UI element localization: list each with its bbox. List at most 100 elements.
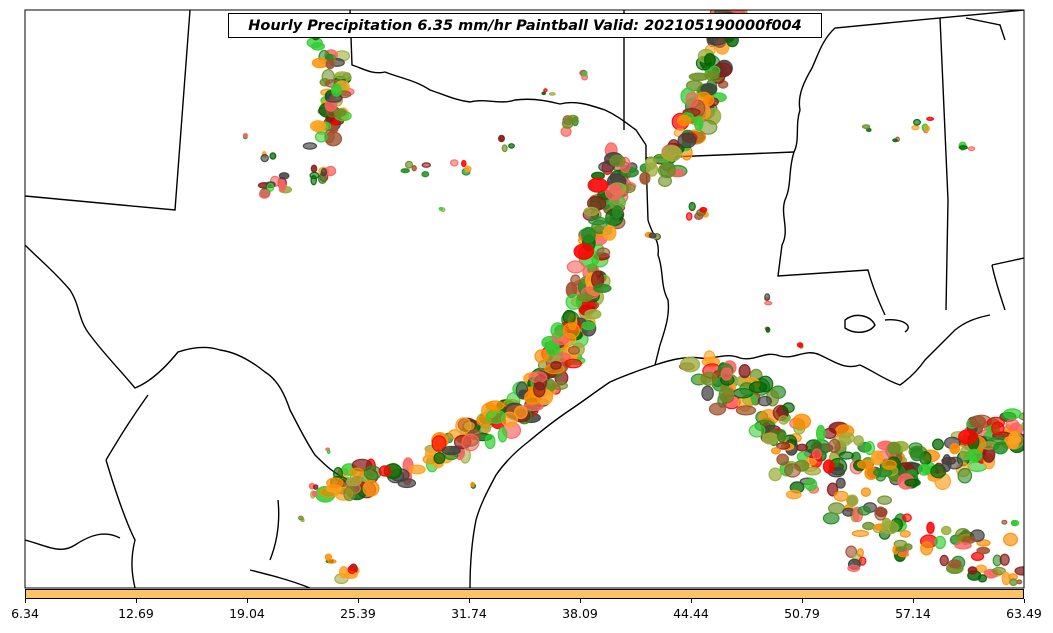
paintball-blob [815, 424, 826, 442]
paintball-blob [1022, 436, 1024, 447]
paintball-blob [314, 131, 328, 143]
paintball-blob [701, 385, 714, 401]
paintball-blob [895, 546, 908, 552]
colorbar-tick-label: 63.49 [1006, 606, 1042, 621]
paintball-blob [764, 293, 771, 301]
paintball-blob [835, 477, 846, 489]
paintball-blob [941, 454, 952, 473]
paintball-blob [343, 486, 356, 502]
paintball-blob [838, 432, 855, 444]
paintball-blob [748, 381, 768, 394]
paintball-blob [776, 442, 791, 450]
paintball-blob [311, 490, 318, 498]
paintball-blob [693, 115, 704, 132]
paintball-blob [258, 189, 271, 199]
paintball-blob [582, 71, 588, 77]
paintball-blob [822, 459, 835, 474]
paintball-blob [812, 448, 822, 460]
colorbar-tick-label: 19.04 [229, 606, 265, 621]
paintball-blob [566, 260, 585, 274]
colorbar-tick [135, 599, 137, 603]
paintball-blob [269, 152, 277, 160]
paintball-blob [1003, 408, 1022, 420]
paintball-blob [562, 322, 581, 339]
colorbar-tick [24, 599, 26, 603]
paintball-blob [685, 91, 699, 107]
precipitation-paintball-blobs [242, 10, 1024, 587]
paintball-blob [965, 448, 983, 462]
paintball-blob [541, 91, 547, 96]
paintball-blob [708, 402, 727, 416]
paintball-blob [573, 243, 595, 260]
paintball-blob [596, 247, 611, 258]
paintball-blob [718, 387, 735, 403]
paintball-blob [609, 154, 626, 167]
paintball-blob [957, 467, 973, 484]
paintball-blob [917, 463, 931, 476]
paintball-blob [320, 167, 328, 177]
paintball-blob [765, 326, 771, 333]
paintball-blob [857, 505, 871, 516]
paintball-blob [976, 546, 991, 555]
colorbar-tick [912, 599, 914, 603]
paintball-blob [947, 559, 962, 569]
paintball-blob [528, 371, 548, 384]
paintball-blob [904, 478, 921, 487]
paintball-blob [534, 349, 549, 364]
paintball-blob [827, 502, 845, 515]
paintball-blob [700, 371, 718, 386]
colorbar-tick [801, 599, 803, 603]
paintball-blob [550, 361, 562, 370]
paintball-blob [842, 507, 855, 517]
paintball-blob [711, 10, 720, 11]
paintball-blob [926, 521, 935, 535]
colorbar-tick-label: 50.79 [784, 606, 820, 621]
paintball-blob [312, 59, 326, 68]
paintball-blob [1001, 519, 1008, 525]
paintball-blob [421, 170, 430, 178]
paintball-blob [1005, 418, 1020, 431]
paintball-blob [331, 83, 343, 97]
colorbar [25, 589, 1024, 599]
paintball-blob [567, 114, 579, 124]
paintball-blob [685, 212, 693, 221]
paintball-blob [648, 232, 657, 239]
paintball-blob [438, 206, 443, 211]
paintball-blob [1014, 566, 1024, 576]
colorbar-tick-label: 25.39 [340, 606, 376, 621]
paintball-blob [298, 515, 304, 521]
paintball-blob [408, 464, 426, 475]
paintball-blob [881, 520, 899, 535]
colorbar-tick [690, 599, 692, 603]
colorbar-tick [1023, 599, 1025, 603]
paintball-blob [324, 553, 333, 561]
colorbar-tick-label: 31.74 [451, 606, 487, 621]
paintball-blob [310, 120, 327, 133]
paintball-blob [770, 447, 781, 455]
paintball-blob [326, 477, 344, 489]
paintball-blob [460, 159, 467, 168]
paintball-blob [564, 358, 582, 369]
paintball-blob [577, 293, 593, 303]
paintball-blob [431, 435, 447, 452]
paintball-blob [958, 145, 969, 150]
paintball-blob [583, 206, 599, 216]
paintball-blob [778, 415, 789, 425]
paintball-blob [441, 445, 461, 456]
paintball-blob [677, 132, 697, 149]
paintball-blob [926, 116, 935, 122]
paintball-blob [662, 145, 683, 162]
paintball-blob [804, 478, 818, 492]
paintball-blob [860, 487, 872, 497]
paintball-blob [864, 441, 876, 456]
colorbar-tick-label: 6.34 [11, 606, 39, 621]
paintball-blob [977, 574, 988, 583]
paintball-blob [949, 442, 961, 455]
paintball-blob [967, 146, 976, 152]
paintball-blob [611, 205, 623, 219]
paintball-blob [784, 463, 801, 478]
paintball-blob [999, 553, 1010, 566]
paintball-blob [497, 426, 508, 443]
paintball-blob [242, 132, 248, 138]
paintball-blob [676, 114, 692, 127]
